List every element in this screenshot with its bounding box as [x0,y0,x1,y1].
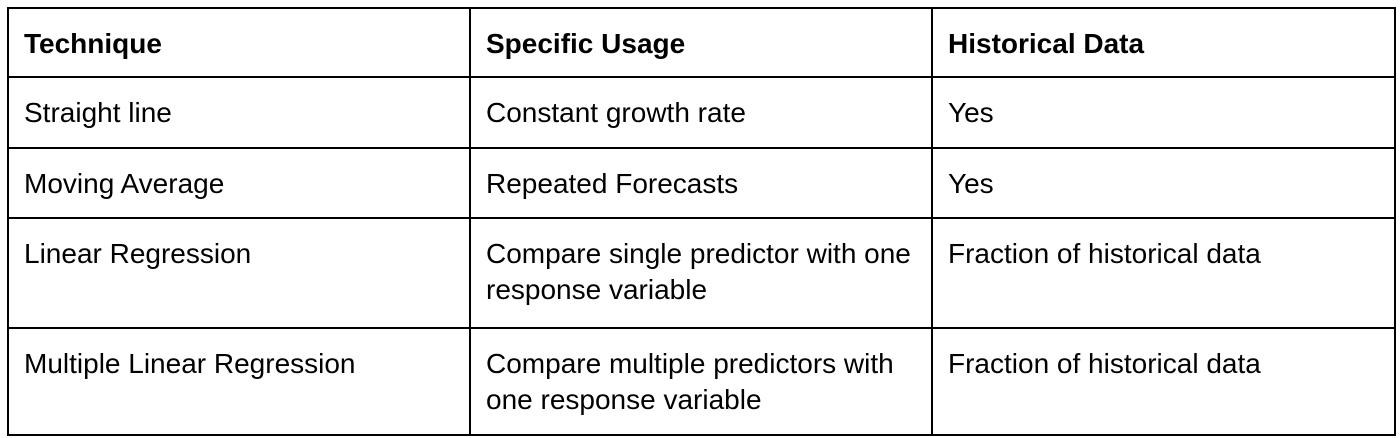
cell-historical-data: Fraction of historical data [931,217,1396,329]
cell-specific-usage: Compare single predictor with one respon… [469,217,933,329]
header-technique: Technique [7,7,471,78]
cell-historical-data: Fraction of historical data [931,327,1396,436]
cell-technique: Multiple Linear Regression [7,327,471,436]
cell-historical-data: Yes [931,76,1396,149]
cell-technique: Linear Regression [7,217,471,329]
header-specific-usage: Specific Usage [469,7,933,78]
header-historical-data: Historical Data [931,7,1396,78]
cell-historical-data: Yes [931,147,1396,219]
cell-technique: Straight line [7,76,471,149]
table-row: Straight line Constant growth rate Yes [7,76,1396,149]
comparison-table: Technique Specific Usage Historical Data… [7,7,1396,436]
table-header-row: Technique Specific Usage Historical Data [7,7,1396,78]
cell-specific-usage: Repeated Forecasts [469,147,933,219]
table-row: Multiple Linear Regression Compare multi… [7,327,1396,436]
table-row: Moving Average Repeated Forecasts Yes [7,147,1396,219]
cell-specific-usage: Constant growth rate [469,76,933,149]
table-row: Linear Regression Compare single predict… [7,217,1396,329]
cell-technique: Moving Average [7,147,471,219]
cell-specific-usage: Compare multiple predictors with one res… [469,327,933,436]
